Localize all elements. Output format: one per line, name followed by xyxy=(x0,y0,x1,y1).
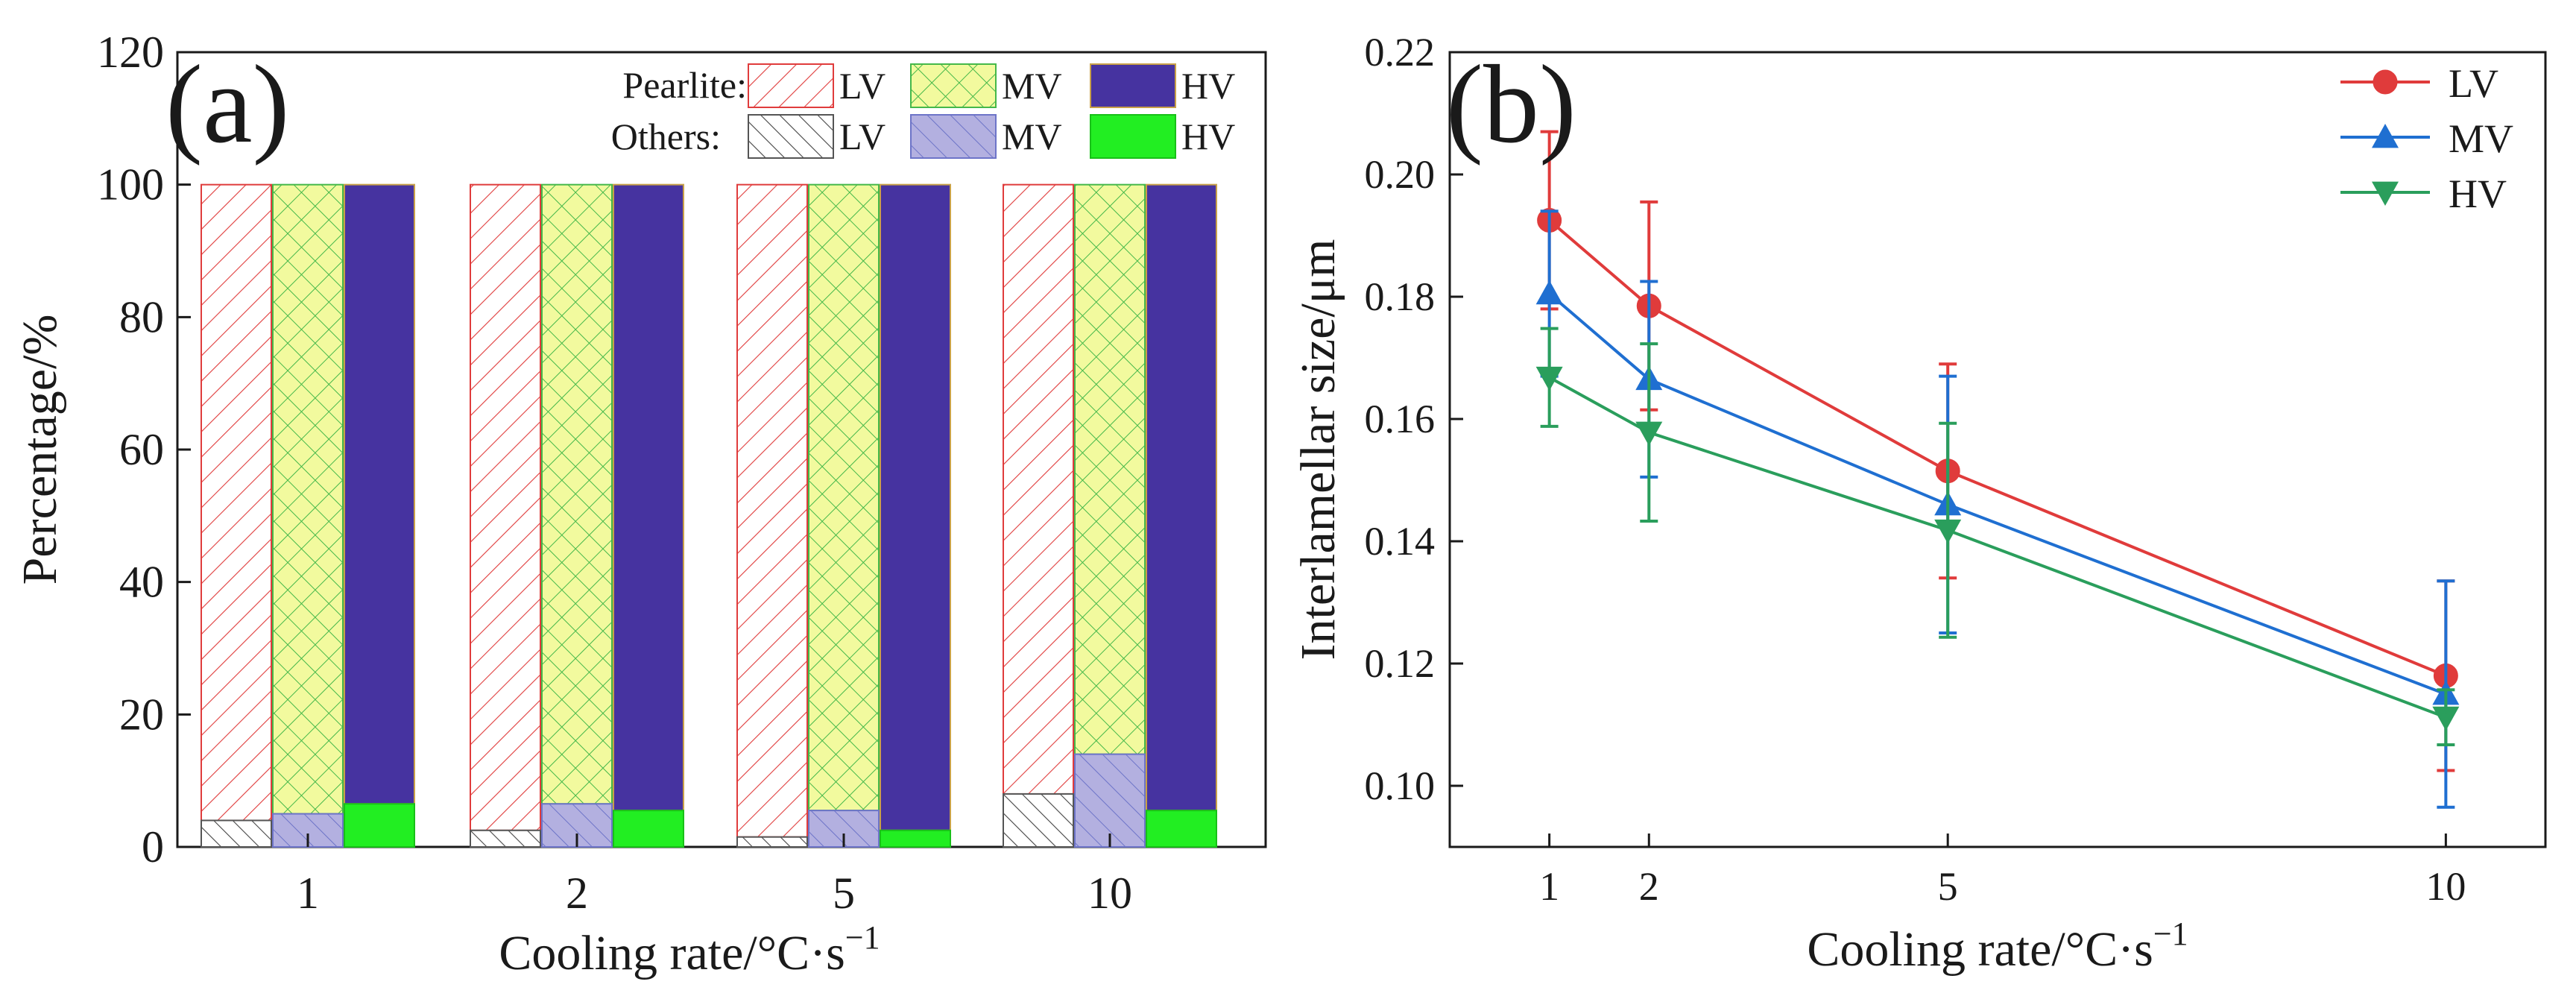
bar-pearlite-lv xyxy=(736,183,808,838)
legend-swatch-pearlite-hv xyxy=(1090,63,1176,108)
y-tick-label: 0.20 xyxy=(1365,152,1436,197)
x-tick-label: 1 xyxy=(1539,864,1559,909)
y-tick-label: 0.18 xyxy=(1365,274,1436,319)
series-line-lv xyxy=(1548,218,2447,678)
axis-group: 0.10 0.12 0.14 0.16 0.18 0.20 0.22 1 2 5 10 xyxy=(1365,30,2466,909)
legend-label-pearlite-lv: LV xyxy=(839,65,886,107)
bar-pearlite-hv xyxy=(344,183,415,805)
y-axis-label: Interlamellar size/μm xyxy=(1291,239,1345,661)
legend-others-label: Others: xyxy=(611,116,721,157)
y-tick-label: 0.16 xyxy=(1365,397,1436,441)
bar-others-mv xyxy=(1074,753,1146,848)
legend-swatch-others-lv xyxy=(748,114,834,159)
y-tick-label: 80 xyxy=(119,292,164,341)
data-point-mv xyxy=(1535,280,1563,305)
x-axis-label: Cooling rate/°C·s−1 xyxy=(499,919,880,980)
axis-group: 0 20 40 60 80 100 120 1 2 5 10 xyxy=(97,28,1132,918)
legend-swatch-pearlite-mv xyxy=(910,63,997,108)
panel-label: (b) xyxy=(1446,42,1576,166)
bar-pearlite-lv xyxy=(470,183,541,831)
x-tick-label: 1 xyxy=(297,869,319,918)
bar-pearlite-mv xyxy=(272,183,344,815)
bar-others-lv xyxy=(470,829,541,848)
bar-pearlite-hv xyxy=(613,183,684,812)
x-axis-label: Cooling rate/°C·s−1 xyxy=(1807,916,2188,977)
bar-pearlite-hv xyxy=(880,183,951,831)
legend-swatch-pearlite-lv xyxy=(748,63,834,108)
legend-label-hv: HV xyxy=(2449,171,2507,216)
y-axis-label: Percentage/% xyxy=(13,315,67,585)
bar-others-lv xyxy=(736,836,808,848)
legend: Pearlite: Others: LV LV MV MV HV HV xyxy=(611,63,1235,159)
legend-pearlite-label: Pearlite: xyxy=(622,64,747,106)
x-tick-label: 10 xyxy=(1087,869,1132,918)
legend-label-others-mv: MV xyxy=(1002,116,1062,157)
bar-pearlite-mv xyxy=(808,183,880,812)
y-tick-label: 0.12 xyxy=(1365,641,1436,686)
legend-label-mv: MV xyxy=(2449,116,2513,161)
x-tick-label: 2 xyxy=(1639,864,1659,909)
legend-swatch-others-mv xyxy=(910,114,997,159)
data-point-hv xyxy=(1535,366,1563,391)
legend-label-others-lv: LV xyxy=(839,116,886,157)
y-tick-label: 0.22 xyxy=(1365,30,1436,75)
bar-pearlite-hv xyxy=(1146,183,1217,812)
series-line-hv xyxy=(1548,376,2447,719)
y-tick-label: 20 xyxy=(119,690,164,739)
x-tick-label: 2 xyxy=(566,869,588,918)
bar-others-lv xyxy=(1003,793,1074,848)
bar-others-hv xyxy=(344,803,415,848)
bar-pearlite-lv xyxy=(201,183,272,822)
data-point-hv xyxy=(1635,421,1663,447)
data-point-hv xyxy=(1934,519,1962,544)
y-tick-label: 0.14 xyxy=(1365,519,1436,564)
legend-marker-hv xyxy=(2372,181,2399,206)
bar-pearlite-mv xyxy=(1074,183,1146,755)
bar-others-hv xyxy=(1146,810,1217,848)
data-point-hv xyxy=(2432,706,2460,731)
bar-others-hv xyxy=(613,810,684,848)
legend-label-others-hv: HV xyxy=(1181,116,1235,157)
bar-pearlite-lv xyxy=(1003,183,1074,795)
y-tick-label: 0 xyxy=(142,822,164,872)
series-line-mv xyxy=(1548,292,2447,696)
x-tick-label: 10 xyxy=(2425,864,2466,909)
plot-frame xyxy=(1448,51,2547,848)
bar-others-hv xyxy=(880,829,951,848)
y-tick-label: 100 xyxy=(97,160,164,209)
panel-label: (a) xyxy=(165,42,289,166)
bar-others-lv xyxy=(201,819,272,848)
bar-group xyxy=(201,183,1217,848)
legend-label-pearlite-mv: MV xyxy=(1002,65,1062,107)
legend-label-pearlite-hv: HV xyxy=(1181,65,1235,107)
line-series-group xyxy=(1535,130,2460,809)
bar-chart-panel: 0 20 40 60 80 100 120 1 2 5 10 (a) Pearlite: Other… xyxy=(13,28,1267,980)
y-tick-label: 40 xyxy=(119,558,164,607)
y-tick-label: 120 xyxy=(97,28,164,77)
legend-marker-mv xyxy=(2372,124,2399,148)
legend-marker-lv xyxy=(2373,69,2398,95)
y-tick-label: 60 xyxy=(119,425,164,474)
x-tick-label: 5 xyxy=(833,869,855,918)
line-chart-panel: 0.10 0.12 0.14 0.16 0.18 0.20 0.22 1 2 5 10 (b) LV… xyxy=(1291,30,2547,977)
y-tick-label: 0.10 xyxy=(1365,763,1436,808)
legend: LV MV HV xyxy=(2340,61,2513,216)
x-tick-label: 5 xyxy=(1938,864,1958,909)
legend-swatch-others-hv xyxy=(1090,114,1176,159)
legend-label-lv: LV xyxy=(2449,61,2498,106)
bar-pearlite-mv xyxy=(541,183,613,805)
